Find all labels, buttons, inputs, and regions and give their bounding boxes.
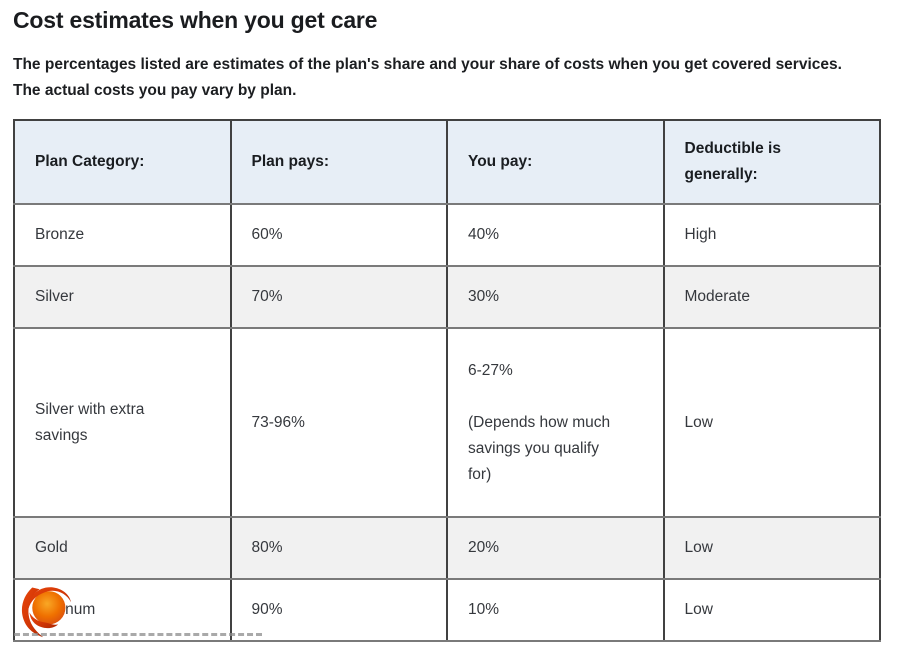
table-row-bronze: Bronze 60% 40% High — [13, 203, 881, 267]
table-body: Bronze 60% 40% High Silver 70% 30% Moder… — [13, 203, 881, 642]
column-header-you-pay: You pay: — [446, 119, 665, 205]
cell-deductible: High — [662, 203, 881, 267]
cell-deductible: Low — [662, 578, 881, 642]
cell-you-pay: 40% — [446, 203, 665, 267]
page-title: Cost estimates when you get care — [13, 7, 378, 33]
cell-you-pay: 20% — [446, 516, 665, 580]
table-row-gold: Gold 80% 20% Low — [13, 516, 881, 580]
cell-category: Silver — [13, 265, 232, 329]
cell-you-pay: 6-27% (Depends how much savings you qual… — [446, 327, 665, 518]
page-description: The percentages listed are estimates of … — [13, 56, 842, 99]
cell-deductible: Low — [662, 327, 881, 518]
you-pay-value: 6-27% — [468, 361, 513, 379]
plan-cost-table: Plan Category: Plan pays: You pay: Deduc… — [13, 119, 881, 642]
cell-plan-pays: 73-96% — [229, 327, 448, 518]
cell-you-pay: 30% — [446, 265, 665, 329]
cell-deductible: Low — [662, 516, 881, 580]
cell-category: Bronze — [13, 203, 232, 267]
you-pay-value: 20% — [468, 539, 500, 556]
cell-plan-pays: 90% — [229, 578, 448, 642]
cell-category: Silver with extra savings — [13, 327, 232, 518]
you-pay-note: (Depends how much savings you qualify fo… — [468, 413, 611, 483]
cell-category: Platinum — [13, 578, 232, 642]
cell-plan-pays: 80% — [229, 516, 448, 580]
column-header-plan-pays: Plan pays: — [229, 119, 448, 205]
column-header-plan-category: Plan Category: — [13, 119, 232, 205]
cell-plan-pays: 60% — [229, 203, 448, 267]
table-row-silver: Silver 70% 30% Moderate — [13, 265, 881, 329]
column-header-deductible: Deductible is generally: — [662, 119, 881, 205]
you-pay-value: 10% — [468, 601, 500, 618]
table-row-silver-extra-savings: Silver with extra savings 73-96% 6-27% (… — [13, 327, 881, 518]
cell-category: Gold — [13, 516, 232, 580]
cell-you-pay: 10% — [446, 578, 665, 642]
you-pay-value: 40% — [468, 226, 500, 243]
cell-deductible: Moderate — [662, 265, 881, 329]
cell-plan-pays: 70% — [229, 265, 448, 329]
table-header-row: Plan Category: Plan pays: You pay: Deduc… — [13, 119, 881, 205]
you-pay-value: 30% — [468, 288, 500, 305]
table-row-platinum: Platinum 90% 10% Low — [13, 578, 881, 642]
table-header: Plan Category: Plan pays: You pay: Deduc… — [13, 119, 881, 205]
